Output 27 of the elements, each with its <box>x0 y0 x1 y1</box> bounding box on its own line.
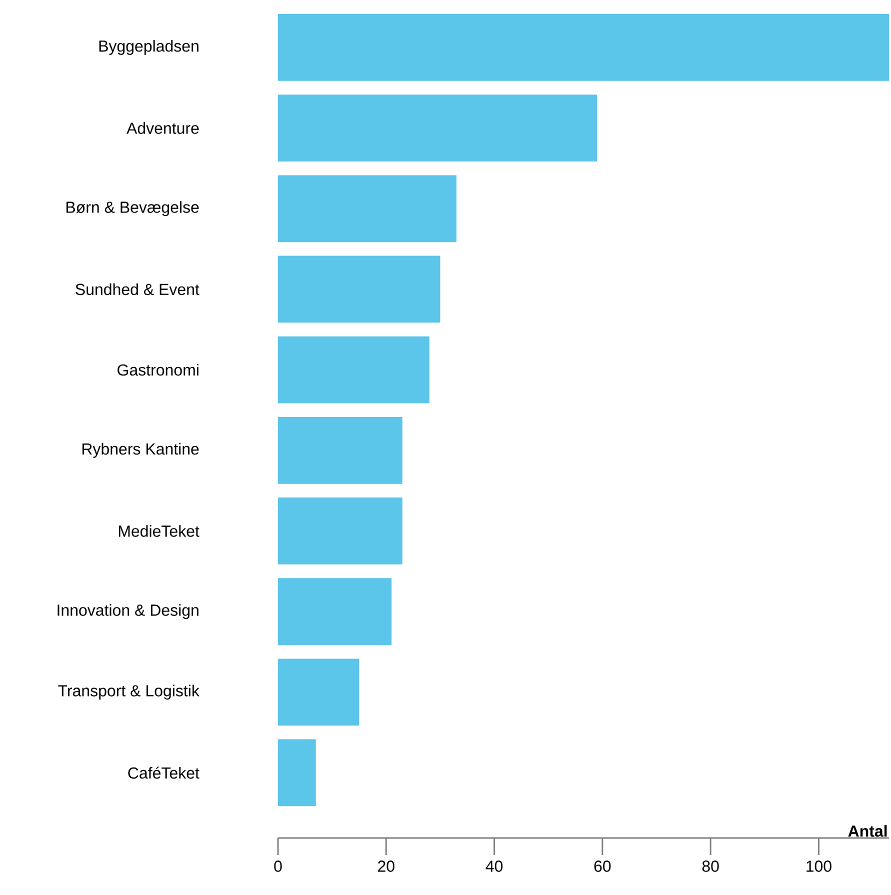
y-tick-label: Innovation & Design <box>58 604 198 620</box>
x-tick-label: 100 <box>806 860 832 872</box>
x-tick-label: 40 <box>486 860 503 872</box>
x-tick-label: 20 <box>378 860 394 872</box>
y-tick-label: CaféTeket <box>128 766 200 779</box>
x-tick-label: 60 <box>594 860 611 872</box>
bar <box>278 14 889 81</box>
y-tick-label: Gastronomi <box>118 364 198 376</box>
y-tick-label: Rybners Kantine <box>82 442 199 458</box>
bar <box>278 175 456 242</box>
bar <box>278 498 402 564</box>
bar <box>278 256 440 323</box>
bar <box>278 94 598 162</box>
y-tick-label: Transport & Logistik <box>58 684 200 700</box>
x-tick-label: 0 <box>274 860 282 872</box>
x-tick-label: 80 <box>702 860 719 872</box>
bar <box>278 336 430 404</box>
bar <box>278 416 402 484</box>
bar <box>278 739 316 806</box>
y-tick-label: MedieTeket <box>118 525 200 537</box>
y-tick-label: Børn & Bevægelse <box>66 201 199 216</box>
bar <box>278 658 360 726</box>
bar <box>278 578 392 645</box>
y-tick-label: Byggepladsen <box>99 40 198 55</box>
x-axis-title: Antal <box>848 825 887 837</box>
y-tick-label: Adventure <box>126 122 199 134</box>
y-tick-label: Sundhed & Event <box>76 283 200 296</box>
